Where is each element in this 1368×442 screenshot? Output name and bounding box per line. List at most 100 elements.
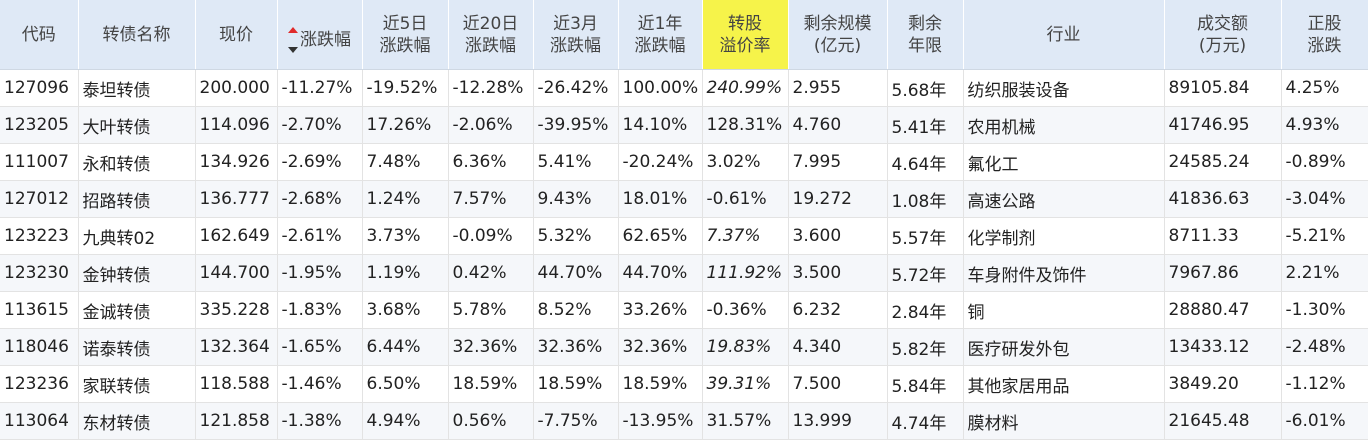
bond-code-link[interactable]: 123223 <box>0 217 79 255</box>
stock-chg-cell: -6.01% <box>1281 402 1368 440</box>
volume-cell: 3849.20 <box>1164 365 1282 403</box>
chg3m-cell: 5.41% <box>533 143 619 181</box>
header-chg3m[interactable]: 近3月 涨跌幅 <box>533 0 619 70</box>
chg20d-cell: 32.36% <box>448 328 534 366</box>
bond-name[interactable]: 九典转02 <box>78 217 196 255</box>
premium-cell: 3.02% <box>702 143 789 181</box>
volume-cell: 41746.95 <box>1164 106 1282 144</box>
years-cell: 5.72年 <box>887 254 964 292</box>
premium-cell: 128.31% <box>702 106 789 144</box>
header-name[interactable]: 转债名称 <box>78 0 196 70</box>
scale-cell: 7.500 <box>788 365 888 403</box>
header-industry[interactable]: 行业 <box>963 0 1165 70</box>
chg3m-cell: 44.70% <box>533 254 619 292</box>
chg1y-cell: 18.59% <box>618 365 703 403</box>
price-cell: 200.000 <box>195 69 278 107</box>
sort-down-icon <box>288 46 298 53</box>
header-chg5d[interactable]: 近5日 涨跌幅 <box>362 0 449 70</box>
change-cell: -1.95% <box>277 254 363 292</box>
bond-code-link[interactable]: 113064 <box>0 402 79 440</box>
header-industry-label: 行业 <box>1046 24 1081 45</box>
header-code[interactable]: 代码 <box>0 0 79 70</box>
change-cell: -2.61% <box>277 217 363 255</box>
change-cell: -2.70% <box>277 106 363 144</box>
bond-name[interactable]: 金诚转债 <box>78 291 196 329</box>
bond-code-link[interactable]: 123236 <box>0 365 79 403</box>
price-cell: 132.364 <box>195 328 278 366</box>
table-row[interactable]: 123230 金钟转债 144.700 -1.95% 1.19% 0.42% 4… <box>0 254 1368 292</box>
scale-cell: 6.232 <box>788 291 888 329</box>
header-chg20d[interactable]: 近20日 涨跌幅 <box>448 0 534 70</box>
bond-name[interactable]: 泰坦转债 <box>78 69 196 107</box>
header-premium[interactable]: 转股 溢价率 <box>702 0 789 70</box>
years-cell: 5.84年 <box>887 365 964 403</box>
bond-code-link[interactable]: 127012 <box>0 180 79 218</box>
sort-arrows-icon <box>288 26 298 53</box>
bond-name[interactable]: 诺泰转债 <box>78 328 196 366</box>
bond-code-link[interactable]: 123205 <box>0 106 79 144</box>
chg3m-cell: -26.42% <box>533 69 619 107</box>
scale-cell: 19.272 <box>788 180 888 218</box>
bond-code-link[interactable]: 127096 <box>0 69 79 107</box>
header-years[interactable]: 剩余 年限 <box>887 0 964 70</box>
volume-cell: 89105.84 <box>1164 69 1282 107</box>
bond-name[interactable]: 东材转债 <box>78 402 196 440</box>
header-stock-chg[interactable]: 正股 涨跌 <box>1281 0 1368 70</box>
table-row[interactable]: 127012 招路转债 136.777 -2.68% 1.24% 7.57% 9… <box>0 180 1368 218</box>
scale-cell: 13.999 <box>788 402 888 440</box>
header-change[interactable]: 涨跌幅 <box>277 0 363 70</box>
table-row[interactable]: 123223 九典转02 162.649 -2.61% 3.73% -0.09%… <box>0 217 1368 255</box>
industry-cell: 纺织服装设备 <box>963 69 1165 107</box>
bond-name[interactable]: 金钟转债 <box>78 254 196 292</box>
chg20d-cell: 6.36% <box>448 143 534 181</box>
chg20d-cell: -12.28% <box>448 69 534 107</box>
industry-cell: 铜 <box>963 291 1165 329</box>
chg20d-cell: 18.59% <box>448 365 534 403</box>
scale-cell: 7.995 <box>788 143 888 181</box>
bond-name[interactable]: 永和转债 <box>78 143 196 181</box>
table-row[interactable]: 118046 诺泰转债 132.364 -1.65% 6.44% 32.36% … <box>0 328 1368 366</box>
table-body: 127096 泰坦转债 200.000 -11.27% -19.52% -12.… <box>0 69 1368 440</box>
header-change-label: 涨跌幅 <box>300 29 351 50</box>
scale-cell: 2.955 <box>788 69 888 107</box>
price-cell: 121.858 <box>195 402 278 440</box>
table-row[interactable]: 123236 家联转债 118.588 -1.46% 6.50% 18.59% … <box>0 365 1368 403</box>
chg1y-cell: 44.70% <box>618 254 703 292</box>
table-row[interactable]: 113615 金诚转债 335.228 -1.83% 3.68% 5.78% 8… <box>0 291 1368 329</box>
change-cell: -1.46% <box>277 365 363 403</box>
bond-name[interactable]: 招路转债 <box>78 180 196 218</box>
bond-code-link[interactable]: 118046 <box>0 328 79 366</box>
price-cell: 134.926 <box>195 143 278 181</box>
table-row[interactable]: 111007 永和转债 134.926 -2.69% 7.48% 6.36% 5… <box>0 143 1368 181</box>
bond-code-link[interactable]: 111007 <box>0 143 79 181</box>
industry-cell: 农用机械 <box>963 106 1165 144</box>
header-scale[interactable]: 剩余规模 (亿元) <box>788 0 888 70</box>
header-premium-line1: 转股 <box>728 13 762 34</box>
stock-chg-cell: -3.04% <box>1281 180 1368 218</box>
bond-name[interactable]: 家联转债 <box>78 365 196 403</box>
price-cell: 144.700 <box>195 254 278 292</box>
table-header-row: 代码 转债名称 现价 涨跌幅 近5日 涨跌幅 近20日 涨跌幅 近3月 涨跌幅 近1年… <box>0 0 1368 70</box>
header-years-line2: 年限 <box>908 35 942 56</box>
premium-cell: 39.31% <box>702 365 789 403</box>
header-volume[interactable]: 成交额 (万元) <box>1164 0 1282 70</box>
bond-code-link[interactable]: 123230 <box>0 254 79 292</box>
chg3m-cell: -39.95% <box>533 106 619 144</box>
table-row[interactable]: 123205 大叶转债 114.096 -2.70% 17.26% -2.06%… <box>0 106 1368 144</box>
premium-cell: -0.61% <box>702 180 789 218</box>
change-cell: -2.69% <box>277 143 363 181</box>
change-cell: -11.27% <box>277 69 363 107</box>
header-chg1y[interactable]: 近1年 涨跌幅 <box>618 0 703 70</box>
table-row[interactable]: 113064 东材转债 121.858 -1.38% 4.94% 0.56% -… <box>0 402 1368 440</box>
chg20d-cell: 5.78% <box>448 291 534 329</box>
bond-name[interactable]: 大叶转债 <box>78 106 196 144</box>
bond-code-link[interactable]: 113615 <box>0 291 79 329</box>
price-cell: 335.228 <box>195 291 278 329</box>
chg5d-cell: 1.24% <box>362 180 449 218</box>
premium-cell: -0.36% <box>702 291 789 329</box>
chg3m-cell: -7.75% <box>533 402 619 440</box>
price-cell: 114.096 <box>195 106 278 144</box>
table-row[interactable]: 127096 泰坦转债 200.000 -11.27% -19.52% -12.… <box>0 69 1368 107</box>
header-price[interactable]: 现价 <box>195 0 278 70</box>
